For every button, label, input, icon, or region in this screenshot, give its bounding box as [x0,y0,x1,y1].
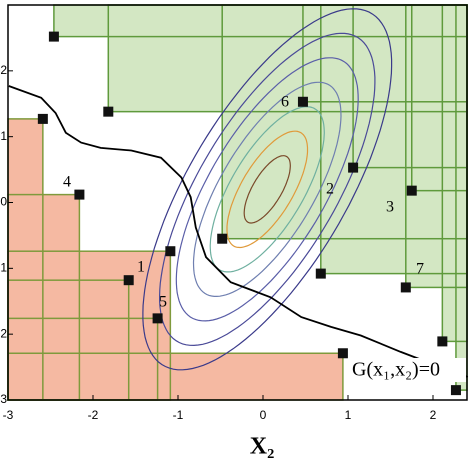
contour-label: 2 [326,181,334,198]
sample-point [406,185,417,196]
y-tick-label: 1 [0,129,7,143]
sample-point [297,96,308,107]
contour-label: 5 [159,294,167,311]
sample-point [74,189,85,200]
x-tick-label: -3 [3,408,14,422]
x-tick-label: 0 [260,408,267,422]
y-tick-label: 0 [0,195,7,209]
sample-point [152,313,163,324]
contour [192,81,342,297]
contour-label: 6 [281,94,289,111]
x-tick-label: 2 [430,408,437,422]
sample-point [437,336,448,347]
limit-state-curve [8,85,469,378]
contour [159,32,376,347]
sample-point [103,106,114,117]
y-tick-label: 2 [0,63,7,77]
contour-label: 1 [137,259,145,276]
sample-point [165,246,176,257]
contour-label: 3 [386,199,394,216]
sample-point [37,113,48,124]
x-tick-label: 1 [345,408,352,422]
x-tick-label: -1 [173,408,184,422]
red_region-fill [8,353,343,400]
sample-point [48,31,59,42]
contour [175,57,359,322]
sample-point [348,162,359,173]
annotation: G(x₁,x₂)=0 [352,359,440,381]
sample-point [217,233,228,244]
contour [142,8,393,371]
contour-label: 4 [63,174,71,191]
contour [226,130,309,249]
y-tick-label: -2 [0,326,7,340]
sample-point [315,268,326,279]
contour-label: 7 [416,261,424,278]
contour [209,106,325,273]
annotation-bg [350,358,466,382]
green_region-fill [455,5,467,391]
y-tick-label: -1 [0,261,7,275]
sample-point [450,385,461,396]
sample-point [337,348,348,359]
y-tick-label: -3 [0,392,7,406]
x-axis-label: X₂ [250,434,275,460]
contour [243,155,291,224]
sample-point [123,275,134,286]
x-tick-label: -2 [88,408,99,422]
sample-point [400,282,411,293]
